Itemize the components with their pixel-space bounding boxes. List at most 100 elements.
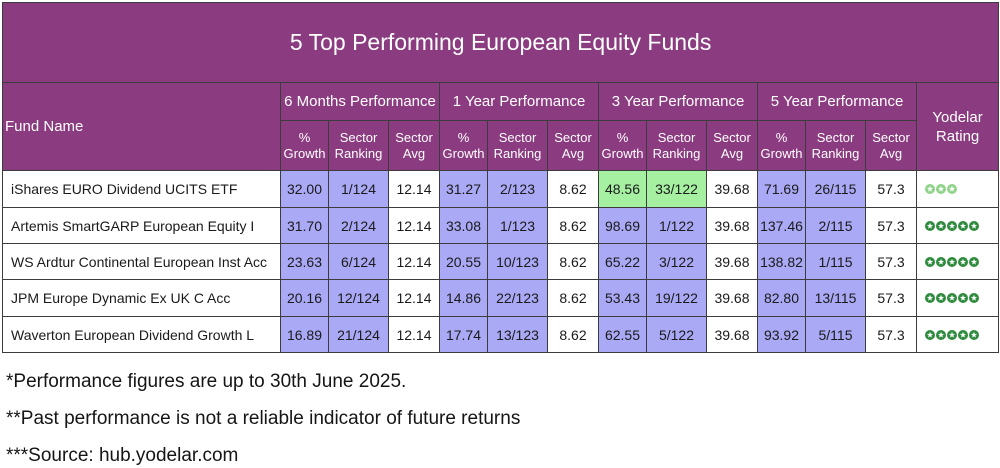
cell-3y-growth: 98.69 — [598, 207, 647, 244]
star-icon — [936, 220, 946, 231]
cell-6m-avg: 12.14 — [388, 170, 440, 208]
fund-name-cell: Artemis SmartGARP European Equity I — [2, 207, 281, 244]
rating-header: Yodelar Rating — [915, 82, 1000, 171]
cell-5y-rank: 1/115 — [805, 243, 866, 280]
cell-1y-avg: 8.62 — [547, 207, 599, 244]
cell-1y-growth: 14.86 — [439, 279, 488, 317]
rating-cell — [915, 243, 1000, 280]
star-icon — [958, 256, 968, 267]
cell-1y-avg: 8.62 — [547, 170, 599, 208]
star-icon — [958, 220, 968, 231]
cell-6m-rank: 2/124 — [328, 207, 389, 244]
star-icon — [958, 329, 968, 340]
rating-cell — [915, 207, 1000, 244]
cell-6m-growth: 16.89 — [280, 316, 329, 353]
table-row: Artemis SmartGARP European Equity I 31.70… — [2, 207, 1000, 244]
sub-header-growth: % Growth — [439, 120, 488, 171]
table-row: JPM Europe Dynamic Ex UK C Acc 20.16 12/12… — [2, 279, 1000, 317]
sub-header-avg: Sector Avg — [388, 120, 440, 171]
rating-cell — [915, 170, 1000, 208]
star-icon — [969, 329, 979, 340]
cell-3y-avg: 39.68 — [706, 170, 758, 208]
cell-1y-growth: 20.55 — [439, 243, 488, 280]
cell-5y-avg: 57.3 — [865, 207, 917, 244]
rating-cell — [915, 316, 1000, 353]
cell-5y-growth: 137.46 — [757, 207, 806, 244]
cell-3y-avg: 39.68 — [706, 316, 758, 353]
group-header-3-year: 3 Year Performance — [598, 82, 758, 121]
cell-5y-avg: 57.3 — [865, 316, 917, 353]
cell-6m-growth: 32.00 — [280, 170, 329, 208]
cell-1y-avg: 8.62 — [547, 279, 599, 317]
footnote-performance-date: *Performance figures are up to 30th June… — [6, 371, 407, 392]
cell-3y-growth: 48.56 — [598, 170, 647, 208]
table-title: 5 Top Performing European Equity Funds — [1, 2, 1000, 83]
cell-1y-growth: 31.27 — [439, 170, 488, 208]
cell-3y-growth: 53.43 — [598, 279, 647, 317]
cell-5y-rank: 13/115 — [805, 279, 866, 317]
sub-header-growth: % Growth — [598, 120, 647, 171]
star-icon — [969, 293, 979, 303]
star-icon — [925, 329, 935, 340]
fund-name-cell: iShares EURO Dividend UCITS ETF — [2, 170, 281, 208]
star-icon — [969, 220, 979, 231]
star-icon — [969, 256, 979, 267]
group-header-6-months: 6 Months Performance — [280, 82, 440, 121]
cell-3y-rank: 3/122 — [646, 243, 707, 280]
cell-3y-avg: 39.68 — [706, 207, 758, 244]
fund-name-cell: WS Ardtur Continental European Inst Acc — [2, 243, 281, 280]
star-icon — [947, 220, 957, 231]
cell-1y-growth: 17.74 — [439, 316, 488, 353]
cell-1y-rank: 10/123 — [487, 243, 548, 280]
cell-5y-growth: 138.82 — [757, 243, 806, 280]
table-row: iShares EURO Dividend UCITS ETF 32.00 1/12… — [2, 170, 1000, 208]
star-icon — [947, 329, 957, 340]
cell-6m-rank: 6/124 — [328, 243, 389, 280]
star-icon — [958, 293, 968, 303]
star-icon — [936, 256, 946, 267]
sub-header-avg: Sector Avg — [865, 120, 917, 171]
star-icon — [936, 184, 946, 194]
sub-header-ranking: Sector Ranking — [328, 120, 389, 171]
group-header-1-year: 1 Year Performance — [439, 82, 599, 121]
star-icon — [925, 256, 935, 267]
rating-cell — [915, 279, 1000, 317]
cell-3y-rank: 5/122 — [646, 316, 707, 353]
table-body: iShares EURO Dividend UCITS ETF 32.00 1/12… — [2, 170, 1000, 353]
cell-5y-rank: 5/115 — [805, 316, 866, 353]
cell-5y-avg: 57.3 — [865, 279, 917, 317]
sub-header-growth: % Growth — [280, 120, 329, 171]
cell-3y-growth: 65.22 — [598, 243, 647, 280]
cell-3y-avg: 39.68 — [706, 279, 758, 317]
star-icon — [947, 184, 957, 194]
cell-6m-growth: 31.70 — [280, 207, 329, 244]
star-icon — [925, 220, 935, 231]
cell-5y-growth: 82.80 — [757, 279, 806, 317]
cell-5y-rank: 26/115 — [805, 170, 866, 208]
star-icon — [936, 293, 946, 303]
cell-6m-avg: 12.14 — [388, 243, 440, 280]
cell-6m-growth: 20.16 — [280, 279, 329, 317]
cell-3y-rank: 19/122 — [646, 279, 707, 317]
cell-5y-rank: 2/115 — [805, 207, 866, 244]
group-header-5-year: 5 Year Performance — [757, 82, 917, 121]
cell-6m-avg: 12.14 — [388, 316, 440, 353]
cell-6m-rank: 21/124 — [328, 316, 389, 353]
funds-table: 5 Top Performing European Equity Funds F… — [1, 2, 1000, 353]
star-icon — [947, 293, 957, 303]
cell-5y-growth: 71.69 — [757, 170, 806, 208]
cell-6m-rank: 12/124 — [328, 279, 389, 317]
cell-6m-avg: 12.14 — [388, 279, 440, 317]
sub-header-avg: Sector Avg — [706, 120, 758, 171]
cell-3y-avg: 39.68 — [706, 243, 758, 280]
cell-1y-growth: 33.08 — [439, 207, 488, 244]
cell-1y-rank: 2/123 — [487, 170, 548, 208]
cell-1y-avg: 8.62 — [547, 316, 599, 353]
cell-3y-growth: 62.55 — [598, 316, 647, 353]
sub-header-ranking: Sector Ranking — [487, 120, 548, 171]
cell-1y-avg: 8.62 — [547, 243, 599, 280]
cell-5y-growth: 93.92 — [757, 316, 806, 353]
cell-6m-growth: 23.63 — [280, 243, 329, 280]
footnote-source: ***Source: hub.yodelar.com — [6, 445, 239, 466]
fund-name-header: Fund Name — [2, 82, 281, 171]
